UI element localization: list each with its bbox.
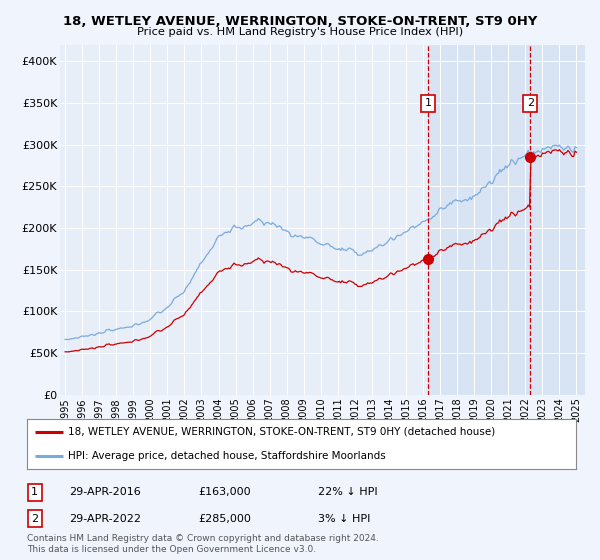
Text: Contains HM Land Registry data © Crown copyright and database right 2024.: Contains HM Land Registry data © Crown c… bbox=[27, 534, 379, 543]
Text: 2: 2 bbox=[31, 514, 38, 524]
Text: 2: 2 bbox=[527, 98, 534, 108]
Text: 29-APR-2022: 29-APR-2022 bbox=[69, 514, 141, 524]
Text: HPI: Average price, detached house, Staffordshire Moorlands: HPI: Average price, detached house, Staf… bbox=[68, 451, 386, 461]
Text: £285,000: £285,000 bbox=[198, 514, 251, 524]
Text: 22% ↓ HPI: 22% ↓ HPI bbox=[318, 487, 377, 497]
Text: This data is licensed under the Open Government Licence v3.0.: This data is licensed under the Open Gov… bbox=[27, 545, 316, 554]
Text: 1: 1 bbox=[425, 98, 431, 108]
Text: 29-APR-2016: 29-APR-2016 bbox=[69, 487, 141, 497]
Text: 18, WETLEY AVENUE, WERRINGTON, STOKE-ON-TRENT, ST9 0HY: 18, WETLEY AVENUE, WERRINGTON, STOKE-ON-… bbox=[63, 15, 537, 28]
Bar bbox=[428, 45, 530, 395]
Text: £163,000: £163,000 bbox=[198, 487, 251, 497]
Bar bbox=[530, 45, 585, 395]
Text: 3% ↓ HPI: 3% ↓ HPI bbox=[318, 514, 370, 524]
Text: 1: 1 bbox=[31, 487, 38, 497]
Text: Price paid vs. HM Land Registry's House Price Index (HPI): Price paid vs. HM Land Registry's House … bbox=[137, 27, 463, 37]
Text: 18, WETLEY AVENUE, WERRINGTON, STOKE-ON-TRENT, ST9 0HY (detached house): 18, WETLEY AVENUE, WERRINGTON, STOKE-ON-… bbox=[68, 427, 496, 437]
